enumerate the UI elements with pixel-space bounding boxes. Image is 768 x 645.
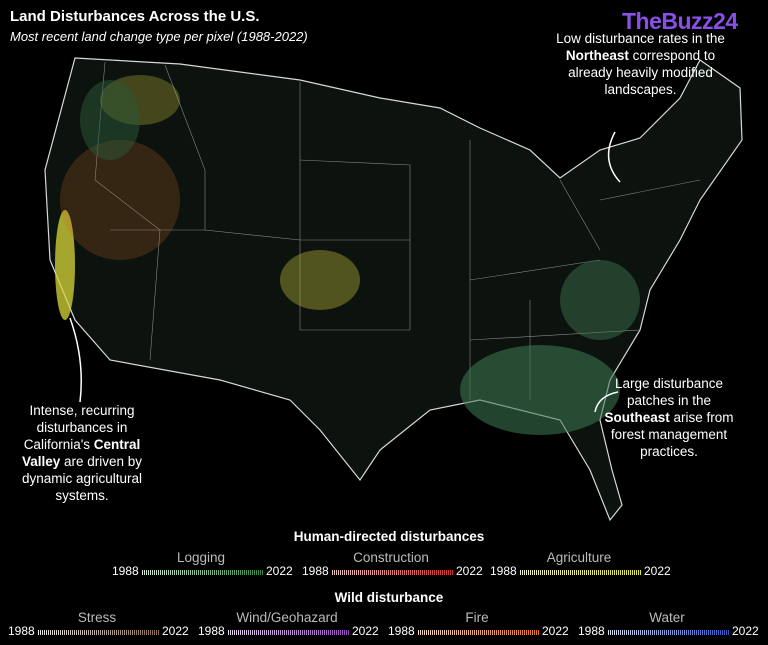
- legend-start-year: 1988: [302, 564, 329, 578]
- legend-item-name: Construction: [353, 550, 429, 565]
- patch: [280, 250, 360, 310]
- subtitle: Most recent land change type per pixel (…: [10, 29, 308, 44]
- annotation-text: Low disturbance rates in the: [556, 31, 725, 46]
- legend-ramp: [228, 630, 350, 635]
- arrow: [69, 317, 82, 403]
- legend-ramp: [332, 570, 454, 575]
- watermark: TheBuzz24: [622, 8, 738, 34]
- legend-end-year: 2022: [162, 624, 189, 638]
- annotation-text: Northeast: [565, 48, 629, 63]
- patch: [80, 80, 140, 160]
- legend-start-year: 1988: [388, 624, 415, 638]
- annotation-text: Southeast: [604, 410, 670, 425]
- legend-start-year: 1988: [578, 624, 605, 638]
- legend-item-name: Logging: [176, 550, 226, 565]
- legend-ramp: [418, 630, 540, 635]
- legend-item-name: Water: [649, 610, 685, 625]
- legend-group-title: Human-directed disturbances: [293, 529, 485, 544]
- annotation-text: arise from forest management practices.: [610, 410, 734, 459]
- legend-item-name: Stress: [77, 610, 117, 625]
- annotation-text: are driven by dynamic agricultural syste…: [21, 454, 143, 503]
- patch: [460, 345, 620, 435]
- patch: [60, 140, 180, 260]
- legend-item-name: Wind/Geohazard: [236, 610, 338, 625]
- disturbance-patches: [55, 75, 640, 435]
- annotation-text: Central Valley: [21, 437, 141, 469]
- legend-end-year: 2022: [352, 624, 379, 638]
- legend-ramp: [608, 630, 730, 635]
- annotation-text: Large disturbance patches in the: [614, 376, 724, 408]
- legend-ramp: [38, 630, 160, 635]
- legend-start-year: 1988: [198, 624, 225, 638]
- legend-start-year: 1988: [490, 564, 517, 578]
- arrows: [69, 131, 621, 413]
- legend-item-name: Fire: [465, 610, 489, 625]
- legend-end-year: 2022: [542, 624, 569, 638]
- legend-end-year: 2022: [456, 564, 483, 578]
- title: Land Disturbances Across the U.S.: [10, 8, 260, 25]
- arrow: [594, 391, 619, 413]
- legend-end-year: 2022: [732, 624, 759, 638]
- annotation-text: Intense, recurring disturbances in Calif…: [23, 403, 135, 452]
- annotation: Large disturbance patches in the Southea…: [600, 375, 738, 460]
- legend-ramp: [520, 570, 642, 575]
- patch: [560, 260, 640, 340]
- arrow: [607, 131, 621, 183]
- legend-end-year: 2022: [644, 564, 671, 578]
- legend-start-year: 1988: [8, 624, 35, 638]
- legend-ramp: [142, 570, 264, 575]
- legend-start-year: 1988: [112, 564, 139, 578]
- patch: [55, 210, 75, 320]
- legend-group-title: Wild disturbance: [334, 590, 444, 605]
- annotation: Low disturbance rates in the Northeast c…: [548, 30, 733, 98]
- state-lines: [94, 61, 701, 400]
- legend-end-year: 2022: [266, 564, 293, 578]
- annotation: Intense, recurring disturbances in Calif…: [12, 402, 152, 504]
- annotation-text: correspond to already heavily modified l…: [568, 48, 716, 97]
- legend-item-name: Agriculture: [546, 550, 612, 565]
